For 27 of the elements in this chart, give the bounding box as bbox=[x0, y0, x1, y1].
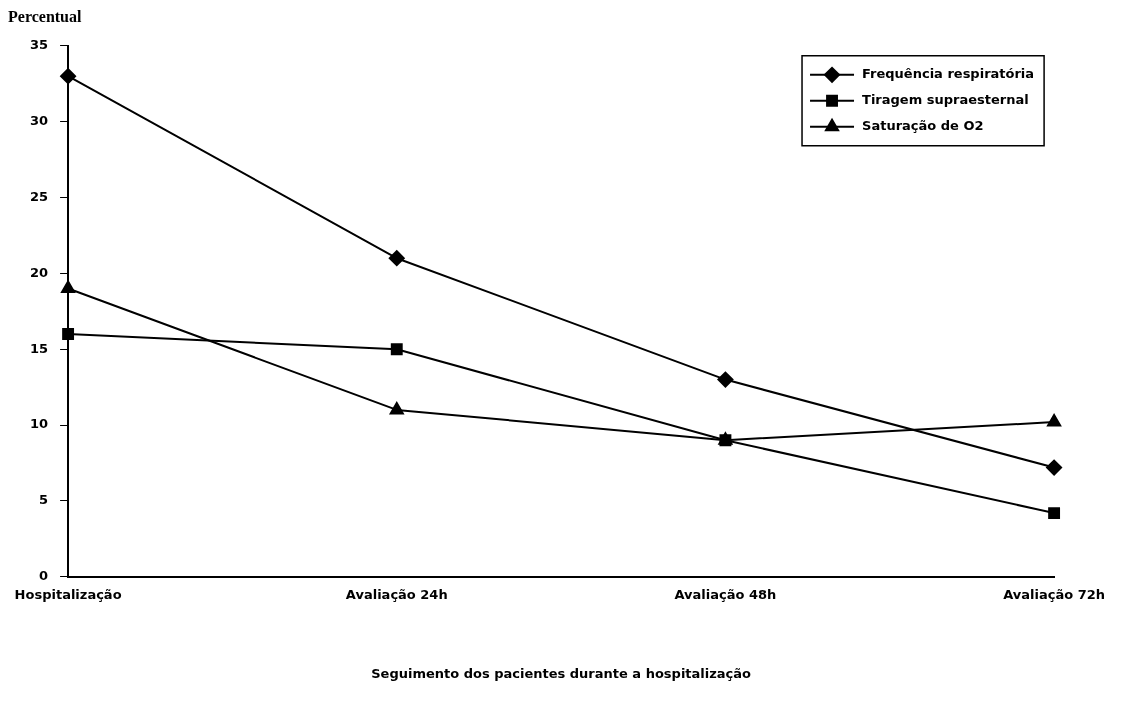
y-tick-label: 10 bbox=[30, 416, 49, 432]
point bbox=[62, 328, 75, 341]
x-tick-label: Avaliação 24h bbox=[345, 586, 448, 602]
y-tick-label: 0 bbox=[39, 568, 49, 584]
legend-label: Tiragem supraesternal bbox=[862, 92, 1029, 108]
x-tick-label: Avaliação 72h bbox=[1003, 586, 1105, 602]
y-tick-label: 35 bbox=[30, 37, 49, 53]
legend-label: Frequência respiratória bbox=[862, 66, 1035, 82]
x-tick-label: Hospitalização bbox=[14, 586, 122, 602]
point bbox=[1046, 459, 1063, 476]
point bbox=[390, 343, 403, 356]
y-tick-label: 25 bbox=[30, 188, 49, 204]
y-tick-label: 15 bbox=[30, 340, 49, 356]
point bbox=[1048, 507, 1061, 520]
point bbox=[1047, 414, 1062, 427]
legend-label: Saturação de O2 bbox=[862, 118, 984, 134]
y-tick-label: 30 bbox=[30, 113, 49, 129]
y-tick-label: 20 bbox=[30, 264, 49, 280]
point bbox=[61, 280, 76, 294]
point bbox=[60, 68, 77, 85]
y-axis-title: Percentual bbox=[8, 8, 83, 26]
point bbox=[717, 371, 734, 388]
point bbox=[388, 250, 405, 267]
y-tick-label: 5 bbox=[39, 492, 49, 508]
point bbox=[389, 401, 404, 415]
x-axis-title: Seguimento dos pacientes durante a hospitalização bbox=[371, 665, 752, 681]
x-tick-label: Avaliação 48h bbox=[674, 586, 777, 602]
